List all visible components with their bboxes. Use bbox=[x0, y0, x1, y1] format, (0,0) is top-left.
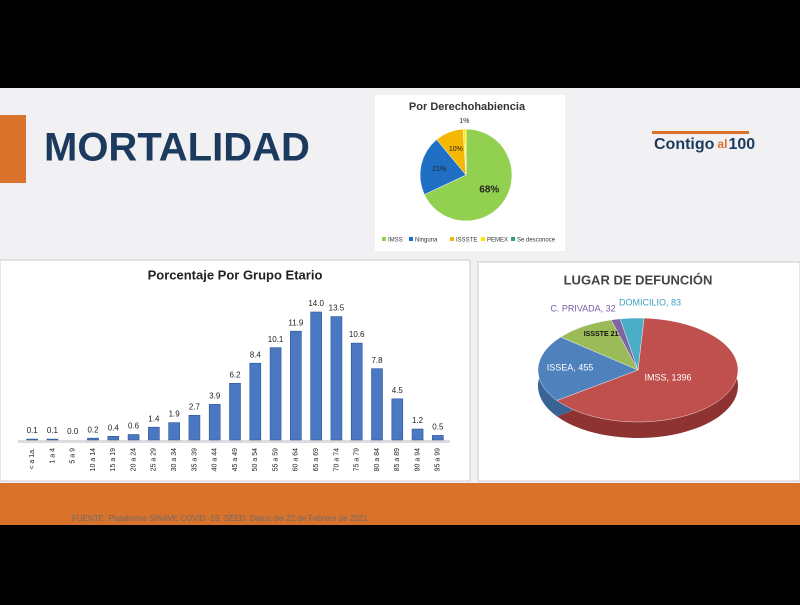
data-label: 10.1 bbox=[268, 335, 284, 344]
bar bbox=[188, 415, 201, 441]
x-tick-label: 65 a 69 bbox=[313, 448, 320, 471]
data-label: 2.7 bbox=[189, 402, 201, 411]
bar bbox=[127, 434, 140, 441]
data-label: C. PRIVADA, 32 bbox=[550, 303, 615, 313]
x-tick-label: 75 a 79 bbox=[354, 448, 361, 471]
data-label: 0.0 bbox=[67, 427, 79, 436]
bar bbox=[290, 330, 302, 441]
data-label: 0.1 bbox=[47, 426, 59, 435]
x-tick-label: 85 a 89 bbox=[394, 448, 401, 471]
bar bbox=[87, 437, 99, 441]
data-label: 0.1 bbox=[27, 426, 39, 435]
bar bbox=[107, 436, 120, 441]
bar bbox=[229, 383, 241, 441]
accent bbox=[0, 115, 26, 183]
x-tick-label: 95 a 99 bbox=[435, 448, 442, 471]
data-label: 13.5 bbox=[329, 304, 345, 313]
x-tick-label: 80 a 84 bbox=[374, 448, 381, 471]
x-tick-label: 15 a 19 bbox=[110, 448, 117, 471]
floor bbox=[18, 440, 450, 443]
x-tick-label: 40 a 44 bbox=[212, 448, 219, 471]
legend-swatch bbox=[450, 237, 454, 241]
data-label: DOMICILIO, 83 bbox=[619, 297, 681, 307]
data-label: 0.4 bbox=[108, 423, 120, 432]
chart-title: Porcentaje Por Grupo Etario bbox=[148, 267, 323, 282]
data-label: 7.8 bbox=[371, 356, 383, 365]
bar bbox=[148, 426, 160, 441]
bar bbox=[46, 438, 59, 441]
x-tick-label: 5 a 9 bbox=[70, 448, 77, 464]
data-label: 21% bbox=[432, 166, 446, 173]
data-label: 1.2 bbox=[412, 416, 424, 425]
x-tick-label: 70 a 74 bbox=[333, 448, 340, 471]
data-label: 10.6 bbox=[349, 330, 365, 339]
x-tick-label: 60 a 64 bbox=[293, 448, 300, 471]
legend-swatch bbox=[409, 237, 413, 241]
data-label: IMSS, 1396 bbox=[644, 372, 691, 382]
bar bbox=[350, 342, 363, 441]
data-label: 10% bbox=[449, 146, 463, 153]
legend-label: Se desconoce bbox=[517, 238, 556, 244]
x-tick-label: 45 a 49 bbox=[232, 448, 239, 471]
bar bbox=[411, 428, 424, 441]
chart-title: LUGAR DE DEFUNCIÓN bbox=[564, 272, 713, 287]
data-label: ISSSTE 212 bbox=[584, 331, 623, 338]
x-tick-label: 1 a 4 bbox=[49, 448, 56, 464]
x-tick-label: 20 a 24 bbox=[130, 448, 137, 471]
data-label: 4.5 bbox=[392, 386, 404, 395]
pie-slice bbox=[619, 317, 645, 371]
x-tick-label: 30 a 34 bbox=[171, 448, 178, 471]
x-tick-label: 55 a 59 bbox=[272, 448, 279, 471]
footer-band bbox=[0, 483, 800, 525]
data-label: 14.0 bbox=[308, 299, 324, 308]
bar bbox=[168, 422, 180, 441]
data-label: 1% bbox=[459, 118, 469, 125]
bar bbox=[330, 316, 343, 441]
data-label: 0.2 bbox=[87, 425, 99, 434]
bar bbox=[310, 311, 322, 441]
data-label: ISSEA, 455 bbox=[547, 362, 594, 372]
chart-title: Por Derechohabiencia bbox=[409, 101, 526, 113]
data-label: 1.9 bbox=[169, 410, 181, 419]
data-label: 1.4 bbox=[148, 414, 160, 423]
x-tick-label: 35 a 39 bbox=[191, 448, 198, 471]
logo-bar bbox=[652, 131, 749, 134]
bar bbox=[208, 404, 221, 441]
legend-swatch bbox=[511, 237, 515, 241]
pie-slice bbox=[556, 317, 739, 423]
logo: Contigo al100 bbox=[654, 136, 755, 153]
x-tick-label: 10 a 14 bbox=[90, 448, 97, 471]
legend-label: PEMEX bbox=[487, 238, 508, 244]
slide-title: MORTALIDAD bbox=[44, 126, 310, 170]
bar bbox=[371, 368, 383, 441]
x-tick-label: < a 1a. bbox=[29, 448, 36, 470]
data-label: 8.4 bbox=[250, 350, 262, 359]
legend-label: IMSS bbox=[388, 238, 403, 244]
data-label: 3.9 bbox=[209, 391, 221, 400]
bar bbox=[432, 435, 444, 441]
x-tick-label: 90 a 94 bbox=[414, 448, 421, 471]
bar bbox=[249, 362, 262, 441]
card bbox=[0, 259, 471, 482]
data-label: 0.6 bbox=[128, 422, 140, 431]
legend-label: Ninguna bbox=[415, 238, 438, 244]
x-tick-label: 25 a 29 bbox=[151, 448, 158, 471]
footer-source: FUENTE. Plataforma SINAVE COVID -19, SEE… bbox=[72, 514, 368, 523]
data-label: 68% bbox=[479, 184, 499, 195]
data-label: 6.2 bbox=[229, 370, 241, 379]
pie-slice bbox=[537, 336, 639, 401]
legend-swatch bbox=[382, 237, 386, 241]
legend-label: ISSSTE bbox=[456, 238, 477, 244]
data-label: 0.5 bbox=[432, 423, 444, 432]
pie-slice bbox=[424, 128, 513, 222]
pie-slice bbox=[419, 139, 467, 195]
x-tick-label: 50 a 54 bbox=[252, 448, 259, 471]
bar bbox=[26, 438, 38, 441]
bar bbox=[269, 347, 282, 441]
legend-swatch bbox=[481, 237, 485, 241]
bar bbox=[391, 398, 404, 441]
data-label: 11.9 bbox=[288, 318, 304, 327]
